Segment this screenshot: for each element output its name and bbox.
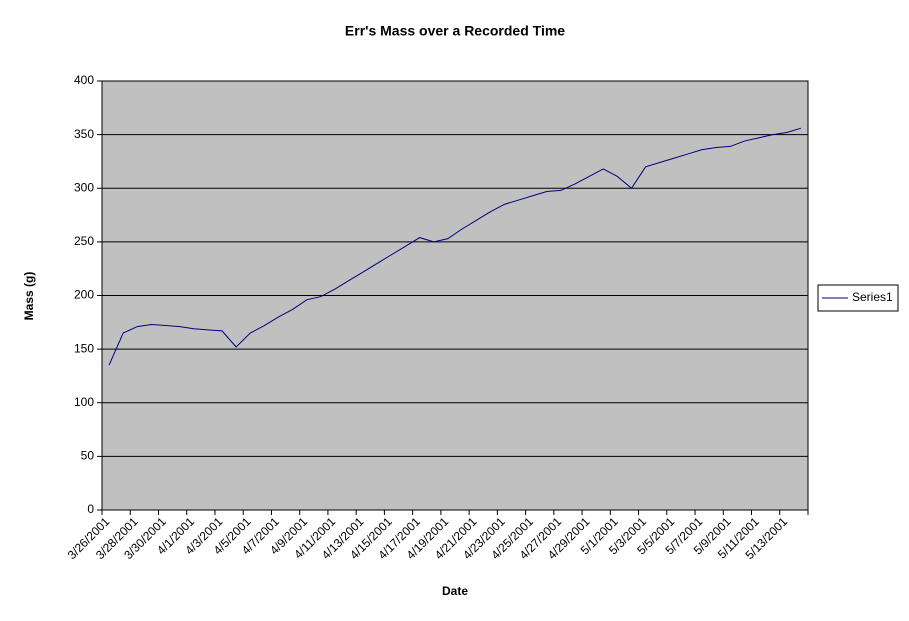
y-tick-label: 300 — [74, 180, 94, 194]
x-axis-title: Date — [442, 584, 468, 598]
y-tick-label: 50 — [81, 449, 95, 463]
plot-border — [101, 80, 809, 511]
data-line — [108, 127, 802, 366]
y-tick-label: 400 — [74, 73, 94, 87]
y-tick-label: 200 — [74, 288, 94, 302]
chart-title: Err's Mass over a Recorded Time — [345, 23, 565, 39]
y-tick-label: 150 — [74, 341, 94, 355]
y-tick-label: 100 — [74, 395, 94, 409]
legend-label: Series1 — [852, 290, 893, 304]
y-axis-title: Mass (g) — [22, 272, 36, 321]
y-tick-label: 350 — [74, 127, 94, 141]
y-tick-label: 250 — [74, 234, 94, 248]
y-tick-label: 0 — [87, 502, 94, 516]
